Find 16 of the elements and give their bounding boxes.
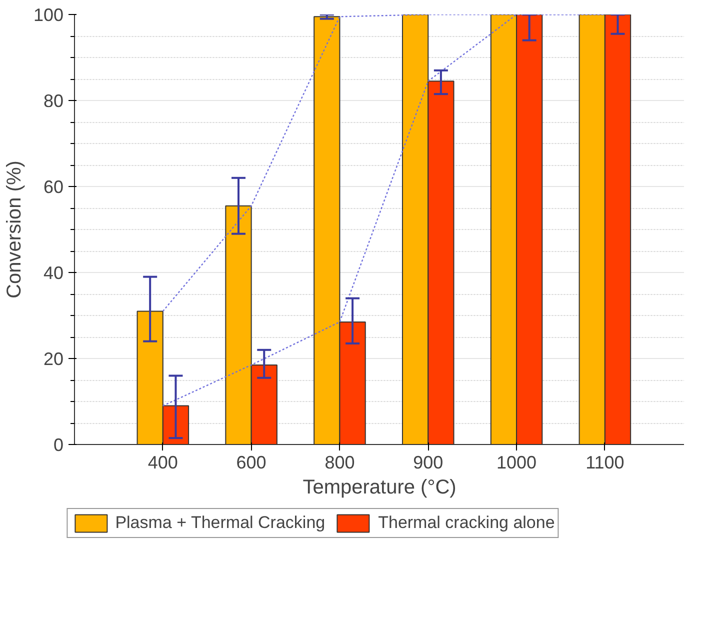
y-tick-label: 0 [53,435,64,455]
legend-label: Plasma + Thermal Cracking [115,513,326,533]
y-tick-label: 60 [43,177,64,197]
legend-label: Thermal cracking alone [378,513,555,533]
y-axis-title: Conversion (%) [3,160,26,298]
y-tick-label: 20 [43,349,64,369]
x-tick-label: 800 [324,452,355,472]
y-tick-label: 80 [43,91,64,111]
x-tick-label: 900 [413,452,444,472]
x-tick-label: 1100 [586,452,624,472]
x-axis-title: Temperature (°C) [302,476,456,498]
x-tick-label: 1000 [496,452,537,472]
x-tick-label: 600 [236,452,266,472]
y-tick-label: 40 [43,263,64,283]
x-tick-label: 400 [148,452,178,472]
y-tick-label: 100 [33,5,64,25]
